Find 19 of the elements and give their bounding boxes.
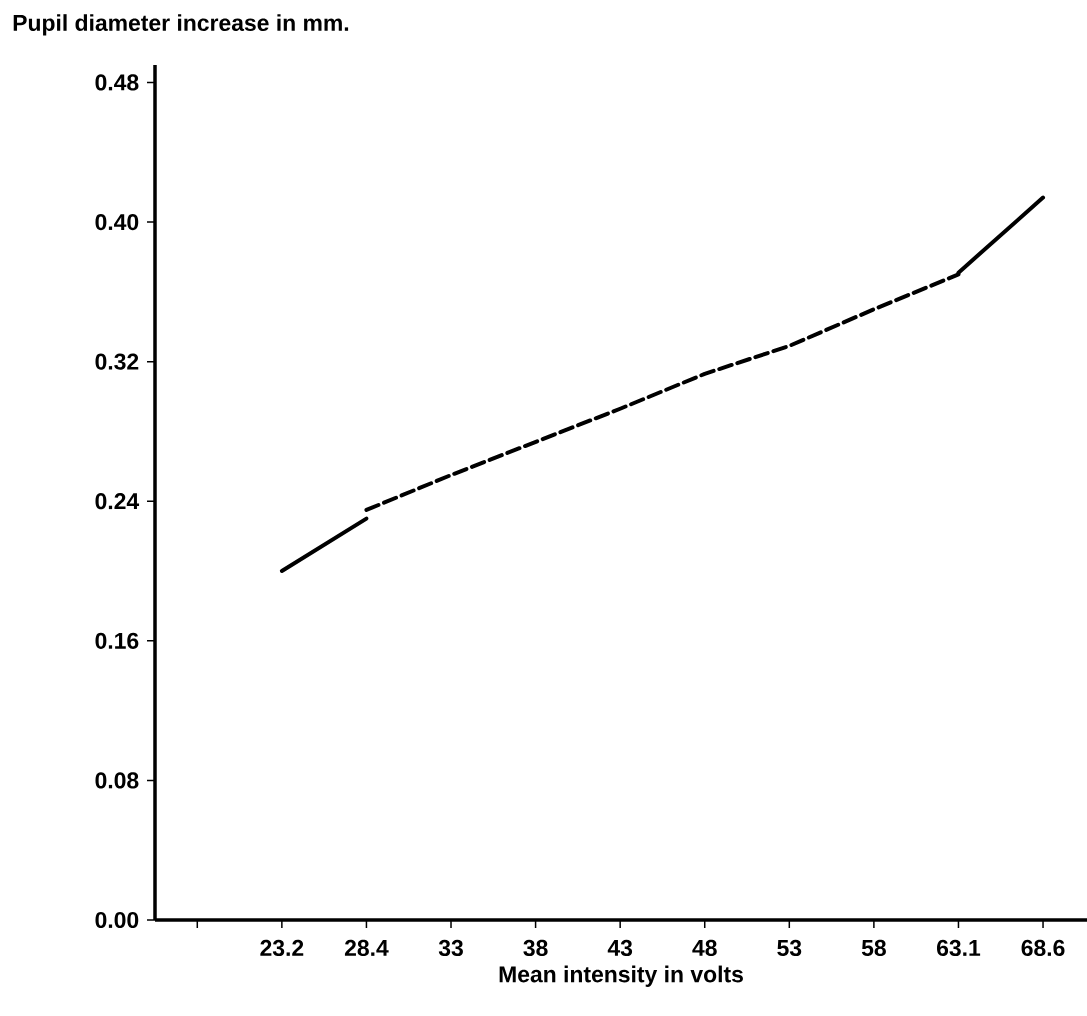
- y-tick-label: 0.24: [95, 493, 140, 510]
- y-tick-label: 0.16: [95, 632, 139, 649]
- x-tick-label: 28.4: [344, 939, 389, 957]
- y-tick-label: 0.08: [95, 772, 139, 789]
- x-tick-label: 38: [523, 939, 548, 957]
- x-tick-label: 33: [438, 939, 463, 957]
- x-tick-label: 58: [861, 939, 886, 957]
- x-tick-label: 68.6: [1021, 939, 1065, 957]
- x-tick-label: 43: [607, 939, 633, 957]
- y-tick-label: 0.48: [95, 74, 139, 91]
- x-tick-label: 48: [692, 939, 717, 957]
- y-tick-label: 0.40: [95, 213, 139, 231]
- y-tick-label: 0.32: [95, 353, 139, 370]
- x-axis-title: Mean intensity in volts: [499, 965, 743, 987]
- x-tick-label: 53: [777, 939, 802, 957]
- x-tick-label: 63.1: [937, 939, 981, 957]
- y-tick-label: 0.00: [95, 911, 139, 929]
- y-axis-title: Pupil diameter increase in mm.: [13, 14, 349, 36]
- x-tick-label: 23.2: [260, 939, 304, 957]
